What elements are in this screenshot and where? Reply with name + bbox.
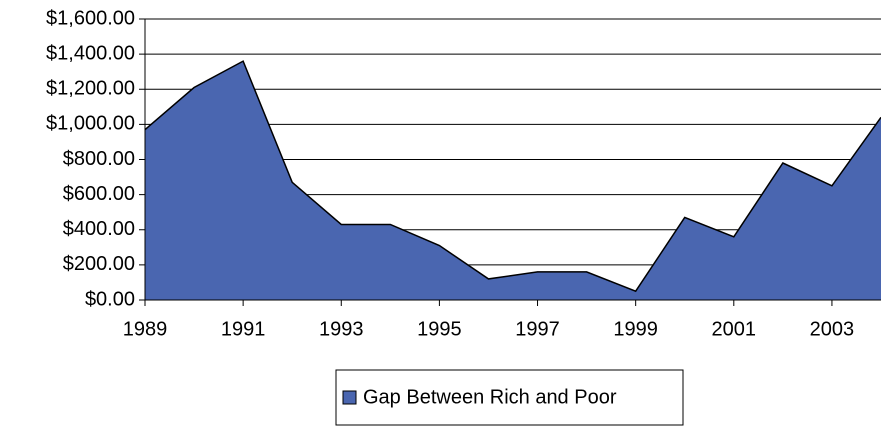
x-tick-label: 1999: [613, 318, 658, 340]
legend-swatch: [342, 390, 357, 405]
y-tick-label: $0.00: [85, 288, 135, 310]
y-tick-label: $400.00: [63, 218, 135, 240]
x-tick-label: 1991: [221, 318, 266, 340]
x-tick-label: 1997: [515, 318, 560, 340]
x-tick-label: 2003: [810, 318, 855, 340]
x-tick-label: 2001: [712, 318, 757, 340]
y-tick-label: $1,000.00: [46, 113, 135, 135]
legend-label: Gap Between Rich and Poor: [363, 386, 617, 408]
y-tick-label: $600.00: [63, 183, 135, 205]
y-tick-label: $1,600.00: [46, 7, 135, 29]
y-tick-label: $1,400.00: [46, 42, 135, 64]
y-tick-label: $800.00: [63, 148, 135, 170]
y-tick-label: $200.00: [63, 253, 135, 275]
x-tick-label: 1993: [319, 318, 364, 340]
x-tick-label: 1989: [123, 318, 168, 340]
legend-box: [335, 369, 684, 426]
area-fill: [145, 61, 881, 301]
area-outline: [144, 60, 881, 293]
y-tick-label: $1,200.00: [46, 78, 135, 100]
x-tick-label: 1995: [417, 318, 462, 340]
